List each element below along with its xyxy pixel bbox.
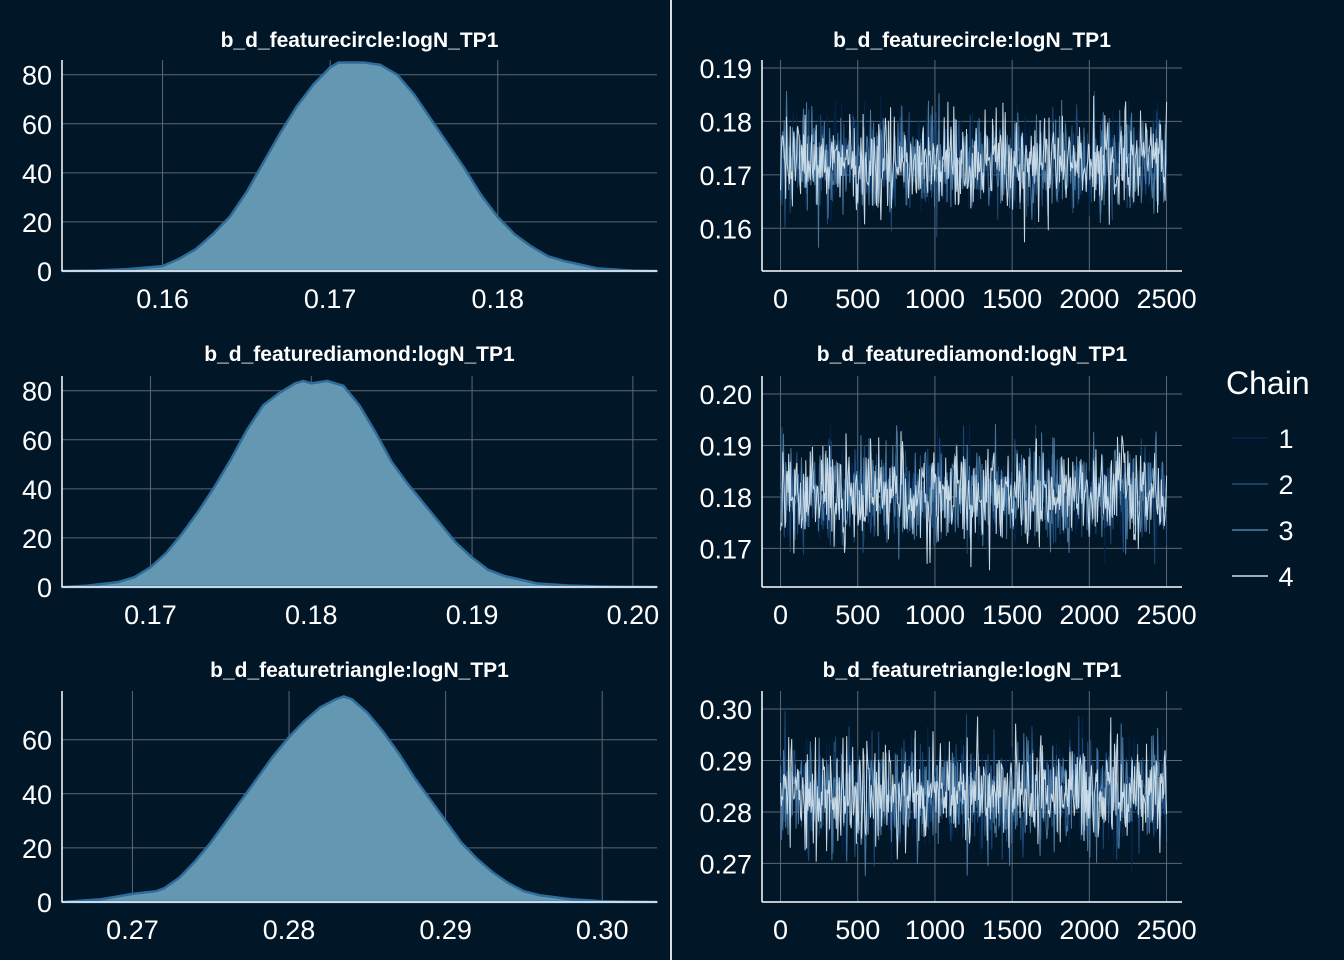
panel-4-trace: 0 500 1000 1500 2000 2500 0.17 0.18 0.19 0.20 b_d_… — [699, 343, 1196, 630]
trace-chain-4 — [780, 431, 1168, 571]
x-tick-label: 0 — [773, 600, 788, 630]
y-tick-label: 0 — [37, 888, 52, 918]
legend-title: Chain — [1226, 365, 1310, 401]
x-tick-label: 0.29 — [419, 915, 472, 945]
x-tick-label: 1000 — [905, 600, 965, 630]
panel-title: b_d_featurecircle:logN_TP1 — [833, 29, 1111, 52]
x-tick-label: 2500 — [1137, 284, 1197, 314]
column-divider — [670, 0, 672, 960]
y-tick-label: 20 — [22, 834, 52, 864]
legend-label-chain-2: 2 — [1278, 470, 1293, 500]
y-tick-label: 0.18 — [699, 483, 752, 513]
y-tick-label: 0.17 — [699, 534, 752, 564]
y-tick-label: 60 — [22, 426, 52, 456]
panel-3-density: 0.17 0.18 0.19 0.20 0 20 40 60 80 b_d_featurediam… — [22, 343, 659, 630]
y-tick-label: 0.18 — [699, 107, 752, 137]
x-tick-label: 1500 — [982, 915, 1042, 945]
panel-title: b_d_featuretriangle:logN_TP1 — [210, 659, 509, 682]
y-tick-label: 0.28 — [699, 798, 752, 828]
x-tick-label: 0.20 — [607, 600, 660, 630]
y-tick-label: 0.19 — [699, 54, 752, 84]
y-tick-label: 80 — [22, 377, 52, 407]
y-tick-label: 0.17 — [699, 161, 752, 191]
y-tick-label: 80 — [22, 61, 52, 91]
trace-chain-4 — [780, 95, 1168, 243]
panel-title: b_d_featuretriangle:logN_TP1 — [823, 659, 1122, 682]
x-tick-label: 0.18 — [285, 600, 338, 630]
y-tick-label: 0.20 — [699, 380, 752, 410]
density-area — [60, 379, 659, 589]
y-tick-label: 0.29 — [699, 746, 752, 776]
x-tick-label: 2000 — [1059, 284, 1119, 314]
x-tick-label: 2500 — [1137, 600, 1197, 630]
y-tick-label: 40 — [22, 475, 52, 505]
y-tick-label: 60 — [22, 110, 52, 140]
y-tick-label: 0.19 — [699, 431, 752, 461]
y-tick-label: 40 — [22, 159, 52, 189]
x-tick-label: 1500 — [982, 600, 1042, 630]
panel-6-trace: 0 500 1000 1500 2000 2500 0.27 0.28 0.29 0.30 b_d_… — [699, 659, 1196, 945]
y-tick-label: 60 — [22, 726, 52, 756]
x-tick-label: 1500 — [982, 284, 1042, 314]
x-tick-label: 0.27 — [106, 915, 159, 945]
x-tick-label: 0.19 — [446, 600, 499, 630]
y-tick-label: 0 — [37, 573, 52, 603]
panel-2-trace: 0 500 1000 1500 2000 2500 0.16 0.17 0.18 0.19 b_d_… — [699, 29, 1196, 314]
legend-label-chain-1: 1 — [1278, 424, 1293, 454]
x-tick-label: 0 — [773, 915, 788, 945]
trace-chain-4 — [780, 716, 1168, 862]
y-tick-label: 20 — [22, 524, 52, 554]
density-area — [60, 695, 659, 904]
panel-title: b_d_featurediamond:logN_TP1 — [817, 343, 1128, 366]
density-area — [60, 61, 659, 273]
x-tick-label: 500 — [835, 284, 880, 314]
panel-1-density: 0.16 0.17 0.18 0 20 40 60 80 b_d_featurecircle:l… — [22, 29, 659, 314]
x-tick-label: 0 — [773, 284, 788, 314]
y-tick-label: 20 — [22, 208, 52, 238]
x-tick-label: 0.16 — [136, 284, 189, 314]
x-tick-label: 0.18 — [471, 284, 524, 314]
x-tick-label: 500 — [835, 600, 880, 630]
y-tick-label: 0.16 — [699, 214, 752, 244]
panel-title: b_d_featurecircle:logN_TP1 — [221, 29, 499, 52]
x-tick-label: 2000 — [1059, 600, 1119, 630]
x-tick-label: 1000 — [905, 284, 965, 314]
x-tick-label: 2500 — [1137, 915, 1197, 945]
x-tick-label: 0.17 — [124, 600, 177, 630]
x-tick-label: 2000 — [1059, 915, 1119, 945]
y-tick-label: 0.27 — [699, 849, 752, 879]
x-tick-label: 1000 — [905, 915, 965, 945]
x-tick-label: 0.17 — [304, 284, 357, 314]
panel-title: b_d_featurediamond:logN_TP1 — [204, 343, 515, 366]
legend-label-chain-3: 3 — [1278, 516, 1293, 546]
panel-5-density: 0.27 0.28 0.29 0.30 0 20 40 60 b_d_featuretriang… — [22, 659, 659, 945]
y-tick-label: 40 — [22, 780, 52, 810]
y-tick-label: 0 — [37, 257, 52, 287]
x-tick-label: 0.30 — [576, 915, 629, 945]
y-tick-label: 0.30 — [699, 695, 752, 725]
legend-label-chain-4: 4 — [1278, 562, 1293, 592]
chain-legend: 1 2 3 4 — [1232, 424, 1294, 592]
x-tick-label: 0.28 — [263, 915, 316, 945]
trace-chain-3 — [780, 90, 1168, 248]
x-tick-label: 500 — [835, 915, 880, 945]
